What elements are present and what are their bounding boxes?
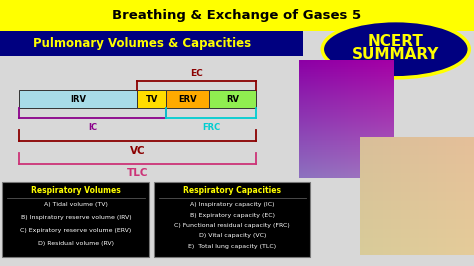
Text: EC: EC <box>191 69 203 78</box>
Text: A) Tidal volume (TV): A) Tidal volume (TV) <box>44 202 108 207</box>
Text: C) Functional residual capacity (FRC): C) Functional residual capacity (FRC) <box>174 223 290 228</box>
Text: Pulmonary Volumes & Capacities: Pulmonary Volumes & Capacities <box>33 37 251 49</box>
Text: IC: IC <box>88 123 97 132</box>
Text: IRV: IRV <box>70 95 86 103</box>
Text: VC: VC <box>130 146 145 156</box>
Text: NCERT: NCERT <box>368 34 424 49</box>
Text: TV: TV <box>146 95 158 103</box>
Text: A) Inspiratory capacity (IC): A) Inspiratory capacity (IC) <box>190 202 274 207</box>
Ellipse shape <box>322 21 469 78</box>
Text: Breathing & Exchange of Gases 5: Breathing & Exchange of Gases 5 <box>112 9 362 22</box>
FancyBboxPatch shape <box>154 182 310 257</box>
Text: Respiratory Capacities: Respiratory Capacities <box>183 186 281 195</box>
FancyBboxPatch shape <box>19 90 137 108</box>
Text: SUMMARY: SUMMARY <box>352 47 439 62</box>
Text: FRC: FRC <box>202 123 220 132</box>
Text: C) Expiratory reserve volume (ERV): C) Expiratory reserve volume (ERV) <box>20 228 131 233</box>
FancyBboxPatch shape <box>360 138 474 255</box>
Text: E)  Total lung capacity (TLC): E) Total lung capacity (TLC) <box>188 244 276 249</box>
FancyBboxPatch shape <box>2 182 149 257</box>
Text: D) Vital capacity (VC): D) Vital capacity (VC) <box>199 233 266 238</box>
FancyBboxPatch shape <box>0 0 474 31</box>
Text: D) Residual volume (RV): D) Residual volume (RV) <box>38 241 114 246</box>
FancyBboxPatch shape <box>209 90 256 108</box>
Text: Respiratory Volumes: Respiratory Volumes <box>31 186 121 195</box>
Text: B) Expiratory capacity (EC): B) Expiratory capacity (EC) <box>190 213 275 218</box>
Text: B) Inspiratory reserve volume (IRV): B) Inspiratory reserve volume (IRV) <box>20 215 131 220</box>
FancyBboxPatch shape <box>299 61 393 178</box>
Text: TLC: TLC <box>127 168 148 178</box>
FancyBboxPatch shape <box>0 31 303 56</box>
FancyBboxPatch shape <box>137 90 166 108</box>
FancyBboxPatch shape <box>166 90 209 108</box>
Text: RV: RV <box>226 95 239 103</box>
Text: ERV: ERV <box>178 95 197 103</box>
